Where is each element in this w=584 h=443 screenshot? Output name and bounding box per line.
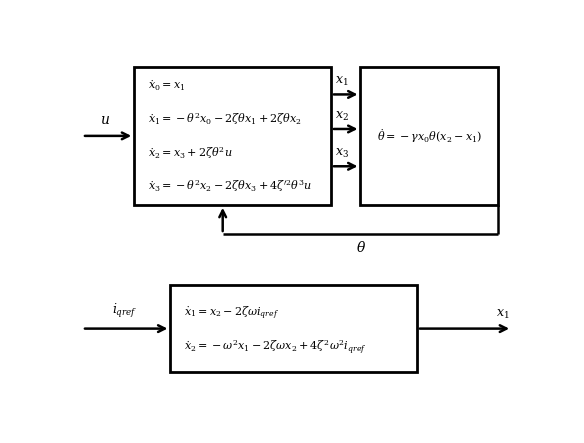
Bar: [360, 67, 498, 205]
Text: $\dot{x}_2 = x_3 + 2\zeta\theta^2 u$: $\dot{x}_2 = x_3 + 2\zeta\theta^2 u$: [148, 145, 232, 160]
Text: $\dot{x}_3 = -\theta^2 x_2 - 2\zeta\theta x_3 + 4\zeta^{\prime 2}\theta^3 u$: $\dot{x}_3 = -\theta^2 x_2 - 2\zeta\thet…: [148, 178, 312, 194]
Text: $\dot{x}_1 = x_2 - 2\zeta\omega i_{qref}$: $\dot{x}_1 = x_2 - 2\zeta\omega i_{qref}…: [184, 304, 279, 322]
Text: $\dot{x}_0 = x_1$: $\dot{x}_0 = x_1$: [148, 78, 185, 93]
Text: $u$: $u$: [100, 113, 110, 127]
Text: $x_1$: $x_1$: [496, 308, 510, 321]
Text: $x_3$: $x_3$: [335, 147, 349, 160]
Text: $i_{qref}$: $i_{qref}$: [112, 302, 138, 320]
Text: $\dot{\theta} = -\gamma x_0 \theta(x_2 - x_1)$: $\dot{\theta} = -\gamma x_0 \theta(x_2 -…: [377, 127, 482, 145]
Text: $\dot{x}_2 = -\omega^2 x_1 - 2\zeta\omega x_2 + 4\zeta^2\omega^2 i_{qref}$: $\dot{x}_2 = -\omega^2 x_1 - 2\zeta\omeg…: [184, 338, 367, 357]
Text: $x_2$: $x_2$: [335, 110, 349, 123]
Text: $x_1$: $x_1$: [335, 75, 348, 88]
Text: $\theta$: $\theta$: [356, 240, 366, 255]
Text: $\dot{x}_1 = -\theta^2 x_0 - 2\zeta\theta x_1 + 2\zeta\theta x_2$: $\dot{x}_1 = -\theta^2 x_0 - 2\zeta\thet…: [148, 111, 301, 127]
Bar: [171, 285, 417, 372]
Bar: [134, 67, 331, 205]
